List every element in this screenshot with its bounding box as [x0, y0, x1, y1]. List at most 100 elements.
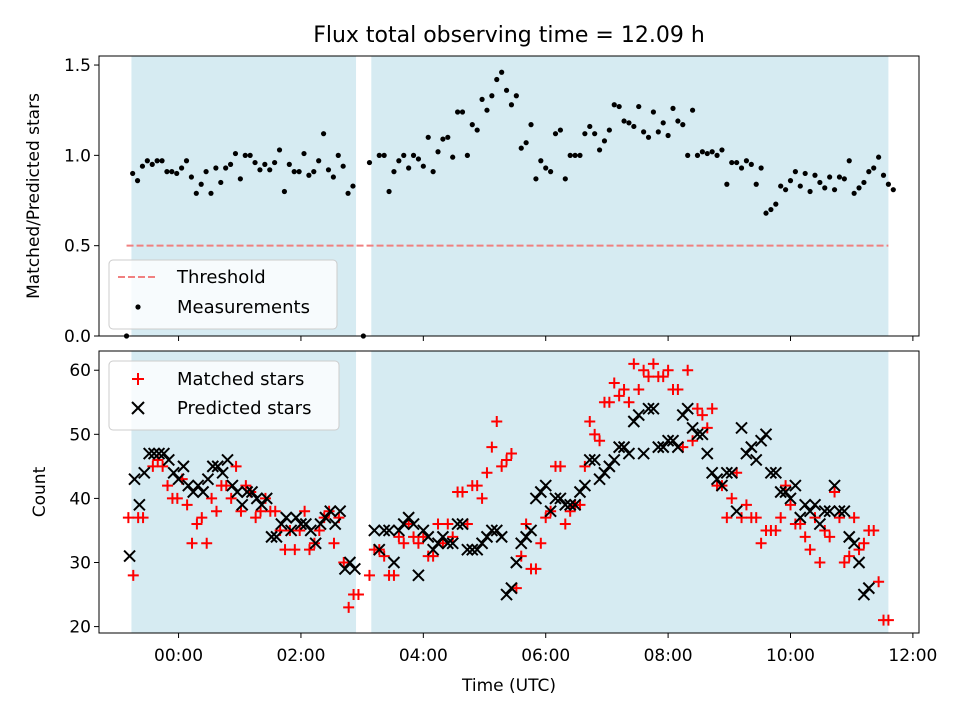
predicted-star-marker	[818, 505, 831, 518]
predicted-star-marker	[534, 485, 548, 499]
predicted-star-marker	[329, 517, 342, 531]
predicted-star-marker	[426, 543, 440, 556]
predicted-star-marker	[123, 549, 136, 563]
matched-star-marker	[682, 364, 694, 376]
measurement-point	[159, 158, 165, 164]
matched-star-marker	[279, 544, 291, 556]
measurement-point	[572, 152, 578, 158]
top-y-axis-label: Matched/Predicted stars	[24, 93, 44, 299]
measurement-point	[267, 167, 273, 173]
predicted-star-marker	[808, 498, 822, 512]
measurement-point	[445, 134, 451, 140]
measurement-point	[719, 147, 725, 153]
predicted-star-marker	[226, 479, 239, 492]
measurement-point	[577, 152, 583, 158]
predicted-star-marker	[368, 524, 381, 537]
measurement-point	[611, 102, 617, 108]
measurement-point	[281, 188, 288, 195]
predicted-star-marker	[250, 492, 264, 505]
matched-star-marker	[456, 486, 468, 498]
measurement-point	[435, 149, 441, 155]
predicted-star-marker	[823, 505, 836, 518]
predicted-star-marker	[436, 530, 450, 544]
predicted-star-marker	[803, 505, 817, 518]
matched-star-marker	[691, 403, 703, 415]
matched-star-marker	[269, 505, 281, 517]
predicted-star-marker	[603, 460, 616, 473]
matched-star-marker	[736, 512, 748, 524]
measurement-point	[778, 183, 784, 189]
predicted-star-marker	[510, 556, 523, 569]
matched-star-marker	[171, 492, 183, 504]
predicted-star-marker	[216, 466, 229, 479]
measurement-point	[345, 190, 351, 196]
matched-star-marker	[157, 460, 169, 472]
measurement-point	[474, 127, 480, 133]
predicted-star-marker	[377, 524, 391, 537]
predicted-star-marker	[172, 472, 185, 486]
measurement-point	[685, 152, 691, 158]
top-y-tick-label: 0.0	[64, 327, 91, 347]
measurement-point	[440, 136, 446, 142]
measurement-point	[890, 187, 896, 193]
measurement-point	[812, 172, 818, 178]
measurement-point	[743, 158, 750, 164]
measurement-point	[376, 152, 382, 158]
predicted-star-marker	[338, 562, 352, 576]
matched-star-marker	[726, 492, 738, 504]
predicted-star-marker	[324, 505, 337, 518]
predicted-star-marker	[260, 492, 273, 505]
measurement-point	[301, 150, 307, 157]
bottom-y-tick-label: 40	[69, 489, 91, 509]
top-y-tick-label: 1.0	[64, 146, 91, 166]
predicted-star-marker	[686, 421, 699, 435]
matched-star-marker	[638, 364, 650, 376]
matched-star-marker	[868, 524, 880, 536]
matched-star-marker	[501, 454, 513, 466]
predicted-star-marker	[182, 479, 195, 492]
predicted-star-marker	[617, 440, 631, 454]
matched-star-marker	[427, 550, 439, 562]
predicted-star-marker	[422, 530, 435, 544]
predicted-star-marker	[740, 447, 753, 460]
matched-star-marker	[843, 550, 855, 562]
measurement-point	[709, 149, 715, 155]
measurement-point	[335, 152, 341, 158]
matched-star-marker	[476, 492, 488, 504]
measurement-point	[689, 107, 696, 113]
measurement-point	[802, 170, 808, 177]
measurement-point	[350, 183, 356, 189]
predicted-star-marker	[480, 530, 494, 544]
matched-star-marker	[853, 544, 865, 556]
matched-star-marker	[535, 537, 547, 549]
predicted-star-marker	[666, 434, 680, 447]
matched-star-marker	[201, 537, 213, 549]
predicted-star-marker	[524, 524, 538, 537]
measurement-point	[582, 131, 588, 137]
matched-star-marker	[496, 460, 508, 472]
measurement-point	[149, 161, 155, 167]
matched-star-marker	[196, 512, 208, 524]
measurement-point	[533, 176, 539, 182]
matched-stars-points	[122, 358, 894, 626]
measurement-point	[636, 103, 642, 110]
predicted-star-marker	[407, 517, 420, 531]
predicted-star-marker	[500, 588, 513, 601]
predicted-star-marker	[255, 498, 268, 512]
measurement-point	[262, 161, 268, 167]
matched-star-marker	[225, 492, 237, 504]
matched-star-marker	[388, 569, 400, 581]
matched-star-marker	[210, 505, 222, 517]
measurement-point	[330, 174, 336, 180]
predicted-star-marker	[265, 530, 278, 544]
predicted-star-marker	[710, 472, 724, 486]
bottom-legend: Matched stars Predicted stars	[108, 360, 340, 431]
predicted-star-marker	[519, 530, 533, 544]
predicted-star-marker	[652, 440, 665, 454]
predicted-star-marker	[456, 517, 469, 531]
predicted-star-marker	[142, 447, 156, 460]
measurement-point	[242, 152, 248, 158]
measurement-point	[699, 149, 705, 155]
predicted-star-marker	[196, 485, 210, 499]
matched-star-marker	[633, 383, 645, 395]
